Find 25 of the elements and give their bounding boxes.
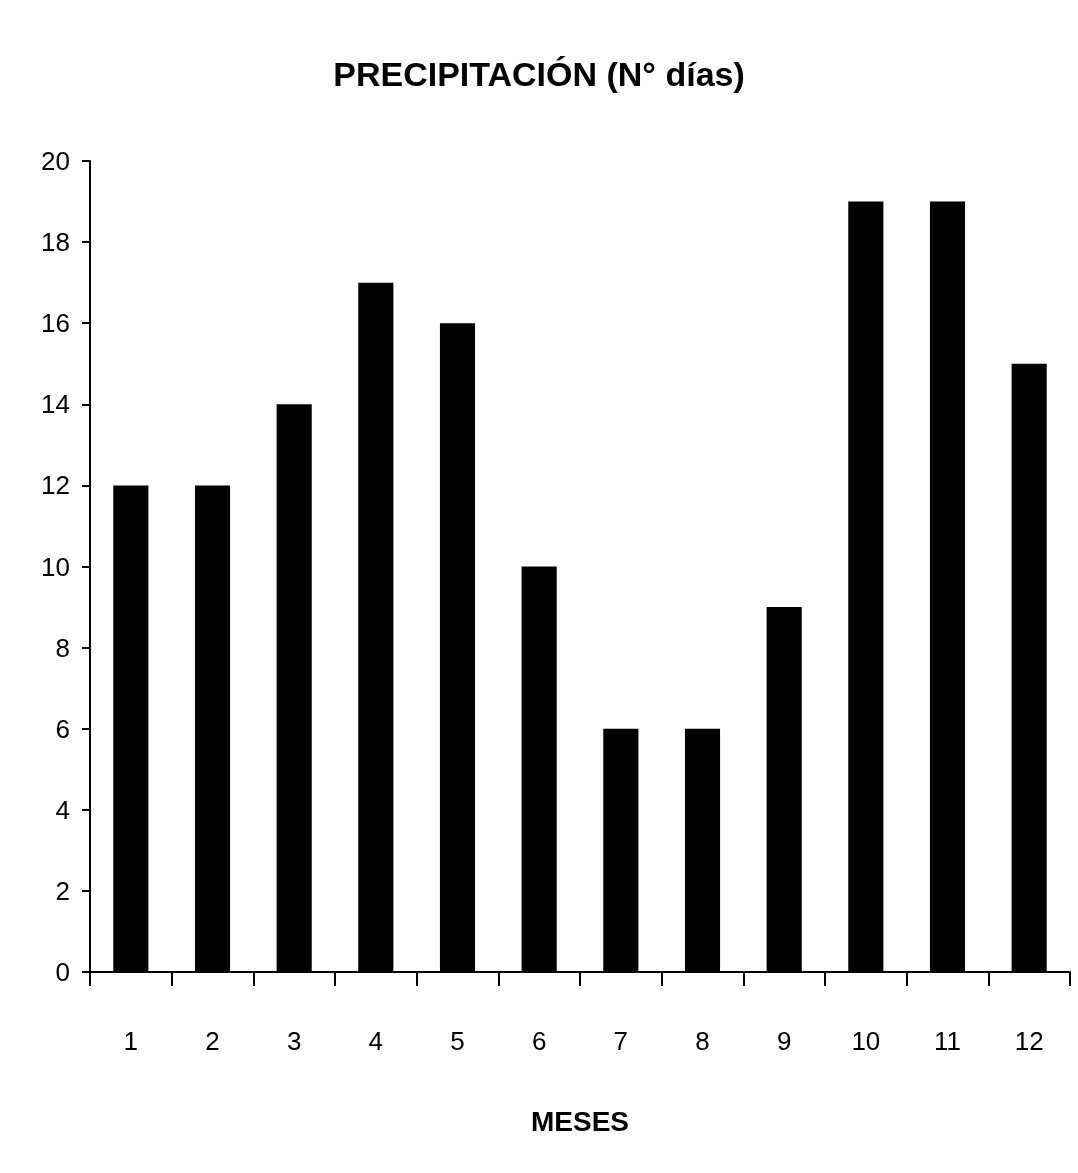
y-tick-label: 18 [41, 227, 70, 258]
x-tick-label: 5 [450, 1026, 465, 1056]
x-tick-label: 8 [695, 1026, 710, 1056]
x-tick-label: 2 [205, 1026, 220, 1056]
y-tick-label: 12 [41, 470, 70, 501]
x-tick-label: 3 [286, 1026, 302, 1056]
x-tick-label: 10 [851, 1026, 881, 1056]
y-tick-label: 10 [41, 551, 70, 582]
y-tick-label: 16 [41, 308, 70, 339]
y-tick-label: 0 [55, 957, 70, 987]
y-tick-label: 4 [55, 794, 70, 825]
y-tick-label: 8 [55, 632, 70, 663]
x-tick-label: 11 [934, 1026, 961, 1056]
y-tick-label: 6 [55, 713, 70, 744]
y-tick-label: 2 [55, 875, 70, 906]
x-tick-label: 1 [123, 1026, 139, 1056]
x-tick-label: 12 [1014, 1026, 1044, 1056]
x-tick-label: 6 [531, 1026, 547, 1056]
x-axis-title: MESES [530, 1105, 630, 1137]
chart-title: PRECIPITACIÓN (N° días) [333, 55, 745, 93]
y-tick-label: 20 [41, 146, 70, 176]
x-tick-label: 4 [368, 1026, 384, 1056]
x-tick-label: 7 [613, 1026, 629, 1056]
y-tick-label: 14 [41, 389, 70, 420]
x-tick-label: 9 [776, 1026, 792, 1056]
